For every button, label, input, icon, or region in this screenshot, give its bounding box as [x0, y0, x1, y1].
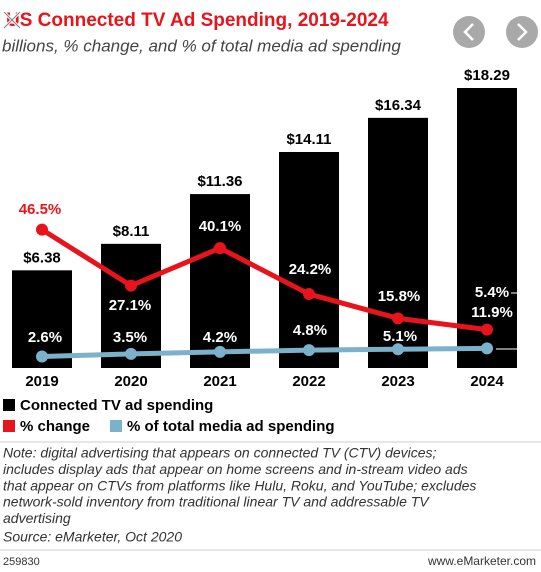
point	[303, 288, 315, 301]
point	[392, 343, 404, 356]
line	[41, 345, 488, 359]
legend-swatch	[3, 420, 15, 432]
point	[125, 279, 137, 292]
point	[36, 350, 48, 363]
bar-value-label: $18.29	[464, 67, 510, 84]
line	[40, 227, 488, 333]
prev-button[interactable]	[453, 16, 485, 48]
note: Note: digital advertising that appears o…	[3, 445, 476, 526]
line-value-label: 4.8%	[293, 322, 327, 339]
point	[36, 223, 48, 236]
bar	[457, 88, 517, 368]
point	[481, 342, 493, 355]
line-value-label: 3.5%	[113, 329, 147, 346]
line-value-label: 5.4%	[475, 284, 509, 301]
point	[392, 312, 404, 325]
x-tick-label: 2022	[292, 373, 325, 390]
line-value-label: 27.1%	[109, 297, 152, 314]
bar	[190, 194, 250, 368]
line-value-label: 24.2%	[289, 261, 332, 278]
point	[303, 344, 315, 357]
x-tick-label: 2024	[470, 373, 504, 390]
bar-value-label: $11.36	[197, 173, 242, 190]
note-line: Note: digital advertising that appears o…	[3, 445, 437, 461]
line-value-label: 40.1%	[199, 218, 242, 235]
legend-swatch	[110, 420, 122, 432]
legend-label: Connected TV ad spending	[20, 397, 213, 414]
x-tick-label: 2020	[114, 373, 147, 390]
bar-value-label: $16.34	[375, 97, 422, 114]
bar-value-label: $6.38	[23, 249, 61, 266]
point	[214, 345, 226, 358]
plot: 2019 2020 2021 2022 2023 2024 $6.38 $8.11 $11.36…	[12, 67, 517, 390]
line-value-label: 15.8%	[378, 288, 421, 305]
x-tick-label: 2019	[25, 373, 58, 390]
note-line: includes display ads that appear on home…	[3, 461, 468, 477]
x-tick-label: 2021	[203, 373, 236, 390]
legend-label: % of total media ad spending	[127, 418, 335, 435]
bar-value-label: $14.11	[286, 131, 331, 148]
label-bracket	[496, 292, 521, 350]
next-button[interactable]	[506, 16, 538, 48]
note-line: network-sold inventory from traditional …	[3, 494, 430, 510]
chart-id: 259830	[3, 556, 40, 568]
legend-label: % change	[20, 418, 90, 435]
point	[481, 323, 493, 336]
point	[214, 242, 226, 255]
line-value-label: 5.1%	[383, 328, 417, 345]
note-line: that appear on CTVs from platforms like …	[3, 477, 476, 493]
bar-value-label: $8.11	[113, 223, 150, 240]
x-tick-label: 2023	[381, 373, 414, 390]
bar	[101, 243, 161, 368]
chart-title: US Connected TV Ad Spending, 2019-2024	[6, 10, 389, 31]
note-line: advertising	[3, 510, 71, 526]
line-value-label: 2.6%	[28, 329, 62, 346]
line-value-label: 46.5%	[19, 201, 62, 218]
source: Source: eMarketer, Oct 2020	[3, 529, 182, 545]
close-button[interactable]	[2, 10, 22, 30]
line-value-label: 11.9%	[471, 304, 513, 321]
line-value-label: 4.2%	[203, 329, 237, 346]
bar	[279, 151, 339, 368]
chart-subtitle: billions, % change, and % of total media…	[2, 36, 401, 55]
point	[125, 347, 137, 360]
bar	[368, 117, 428, 368]
legend-swatch	[3, 399, 15, 411]
site: www.eMarketer.com	[427, 554, 536, 568]
